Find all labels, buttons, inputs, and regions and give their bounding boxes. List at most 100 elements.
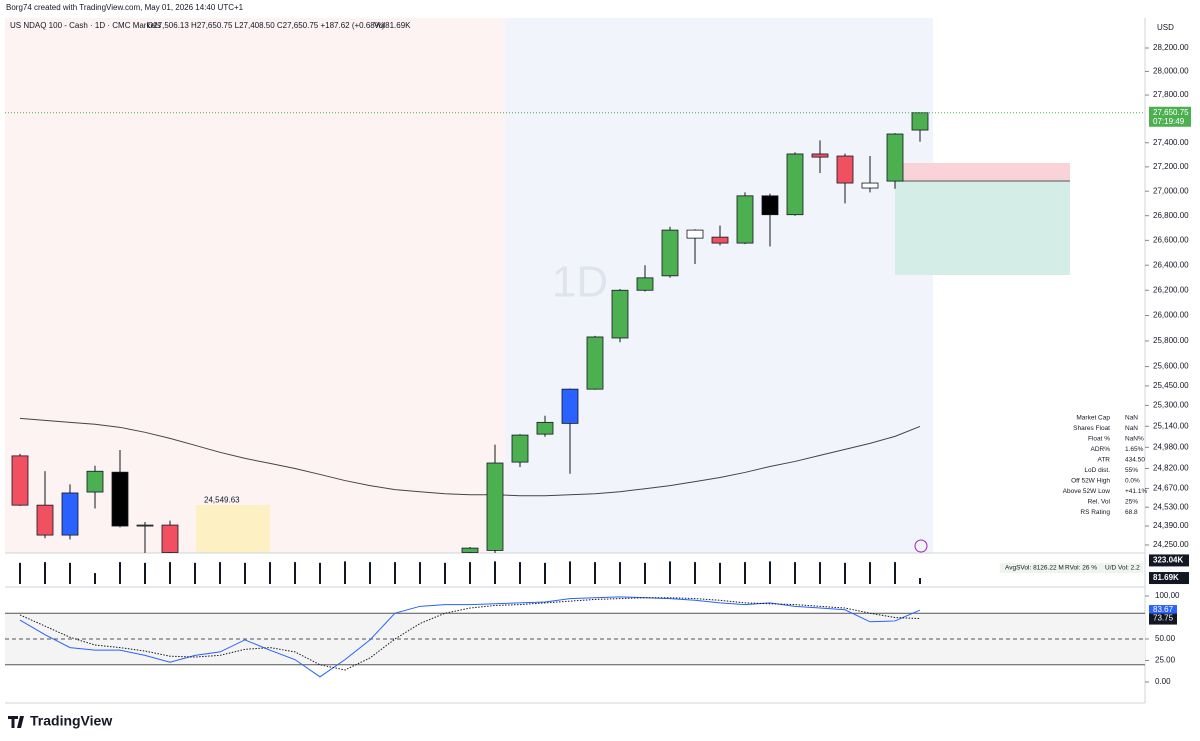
volume-bar [844,562,846,584]
annotation: 24,549.63 [204,496,240,505]
volume-bar [594,562,596,584]
stat-value: 68.8 [1125,509,1138,516]
stat-name: Market Cap [1076,415,1110,422]
price-pane [11,112,929,553]
oscillator-line [19,597,921,671]
volume-bar [869,562,871,584]
ohlc: O27,506.13 H27,650.75 L27,408.50 C27,650… [147,21,385,30]
volume-bar [194,562,196,584]
stat-value: 434.50 [1125,457,1145,464]
candle-body [736,195,754,244]
volume-marker-box [1149,572,1189,585]
volume-bar [294,562,296,584]
y-tick-label: 0.00 [1155,677,1171,686]
y-tick-label: 25,140.00 [1153,421,1189,430]
credit: Borg74 created with TradingView.com, May… [6,3,244,12]
stat-name: Off 52W High [1071,478,1110,485]
volume-bar [569,561,571,584]
oscillator-line [19,596,921,678]
y-tick-label: 24,390.00 [1153,521,1189,530]
candle-body [586,336,604,390]
y-tick-label: 24,670.00 [1153,484,1189,493]
y-tick-label: 25,450.00 [1153,381,1189,390]
candle-body [161,524,179,553]
candle-body [836,155,854,184]
volume-bar [819,562,821,584]
last-price-box [1149,106,1191,127]
candle-body [761,195,779,216]
candle-body [86,470,104,493]
value-label-box [1149,605,1177,617]
volume-bar [219,562,221,584]
candle-body [661,229,679,277]
stat-value: 0.0% [1125,478,1140,485]
stat-value: 55% [1125,467,1138,474]
volume-bar [369,562,371,584]
logo: TradingView [8,713,112,729]
stat-name: ATR [1097,457,1110,464]
candle-body [486,462,504,551]
volume-bar [244,562,246,584]
last-price: 27,650.75 [1153,108,1189,117]
volume-marker-box [1149,554,1189,567]
candle-body [611,289,629,339]
candle-body [886,133,904,182]
volume-stat: U/D Vol: 2.2 [1105,565,1140,572]
candle-body [561,388,579,424]
y-tick-label: 28,200.00 [1153,43,1189,52]
candle-body [861,182,879,189]
y-tick-label: 26,400.00 [1153,260,1189,269]
watermark: 1D [552,258,608,307]
volume-marker: 323.04K [1153,556,1183,565]
volume-bar [894,562,896,584]
y-tick-label: 50.00 [1155,634,1176,643]
candle-body [111,471,129,527]
event-icon [914,539,928,553]
volume-bar [644,562,646,584]
countdown: 07:19:49 [1153,117,1185,126]
y-tick-label: 26,800.00 [1153,211,1189,220]
y-tick-label: 27,000.00 [1153,186,1189,195]
range-box [196,505,270,553]
volume-bar [744,562,746,584]
stat-value: 25% [1125,499,1138,506]
volume-label: Vol81.69K [374,21,411,30]
candle-body [686,229,704,239]
volume-bar [119,562,121,584]
value-label-box [1149,613,1177,625]
stat-name: RS Rating [1080,509,1110,516]
candle-body [786,153,804,216]
volume-bar [669,561,671,584]
y-tick-label: 27,200.00 [1153,162,1189,171]
logo-text: TradingView [30,713,112,729]
y-tick-label: 24,820.00 [1153,464,1189,473]
symbol: US NDAQ 100 - Cash · 1D · CMC Markets [10,21,161,30]
candle-body [461,547,479,553]
value-label: 83.67 [1153,605,1174,614]
volume-bar [444,562,446,584]
volume-bar [544,562,546,584]
volume-bar [519,562,521,584]
volume-bar [769,561,771,584]
volume-bar [394,562,396,584]
y-tick-label: 24,530.00 [1153,502,1189,511]
y-tick-label: 27,800.00 [1153,90,1189,99]
target-zone [895,181,1070,275]
volume-bar [269,562,271,584]
y-tick-label: 25,600.00 [1153,362,1189,371]
candle-body [61,492,79,536]
stat-name: Shares Float [1073,425,1110,432]
candle-body [636,277,654,291]
volume-stat: AvgSVol: 8126.22 M [1005,565,1064,572]
session-bg [505,18,933,553]
y-tick-label: 27,400.00 [1153,138,1189,147]
volume-bar [419,562,421,584]
candle-body [536,421,554,435]
value-label: 73.75 [1153,614,1174,623]
volume-bar [169,562,171,584]
y-tick-label: 25,800.00 [1153,336,1189,345]
volume-bar [44,562,46,584]
stat-name: ADR% [1090,446,1110,453]
volume-marker: 81.69K [1153,573,1179,582]
